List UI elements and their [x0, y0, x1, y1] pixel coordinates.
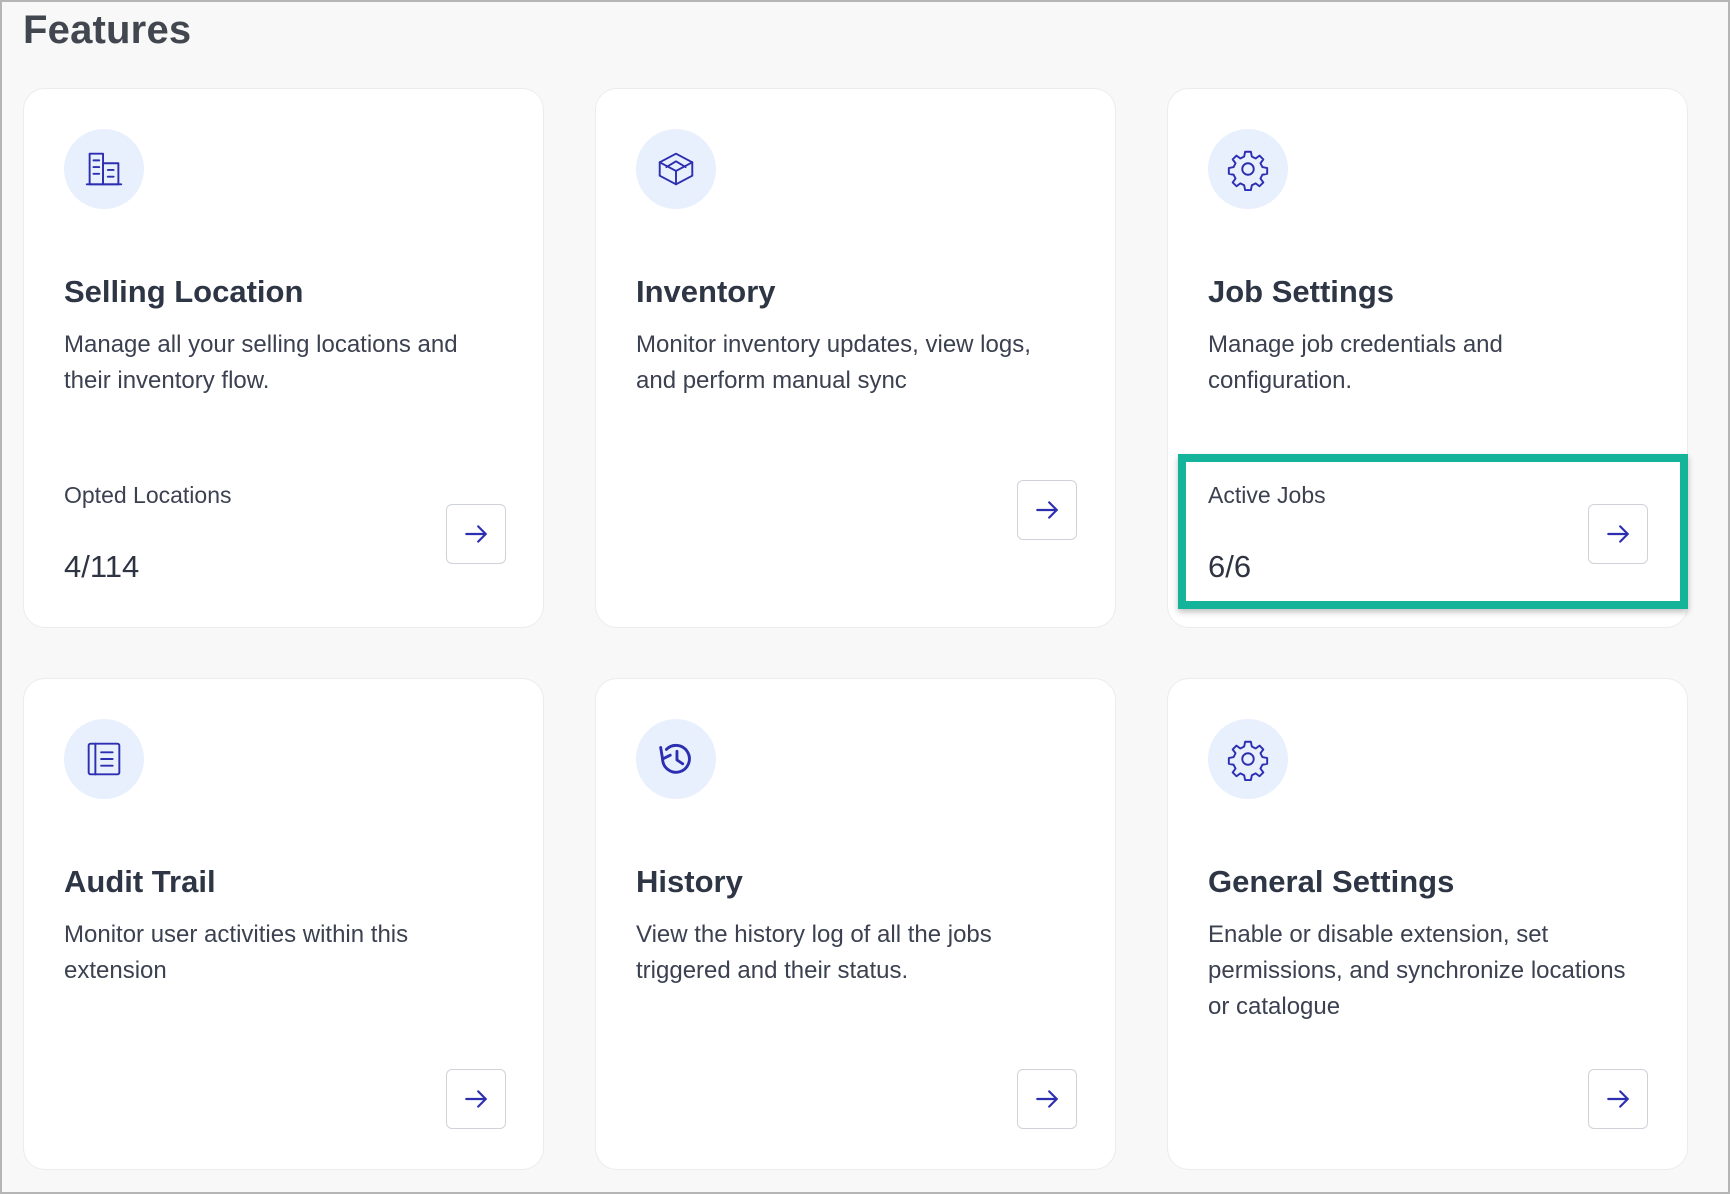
card-selling-location: Selling Location Manage all your selling…	[23, 88, 544, 628]
cube-icon	[636, 129, 716, 209]
card-description: Monitor inventory updates, view logs, an…	[636, 331, 1031, 394]
notebook-icon	[64, 719, 144, 799]
open-job-settings-button[interactable]	[1588, 504, 1648, 564]
card-job-settings: Job Settings Manage job credentials and …	[1167, 88, 1688, 628]
page-title: Features	[23, 8, 192, 52]
arrow-right-icon	[465, 1090, 487, 1108]
arrow-right-icon	[1036, 1090, 1058, 1108]
arrow-right-icon	[1607, 1090, 1629, 1108]
card-description: Manage job credentials and configuration…	[1208, 331, 1503, 394]
open-general-settings-button[interactable]	[1588, 1069, 1648, 1129]
gear-icon	[1208, 129, 1288, 209]
gear-icon	[1208, 719, 1288, 799]
stat-label: Opted Locations	[64, 482, 232, 508]
card-history: History View the history log of all the …	[595, 678, 1116, 1170]
card-title: Selling Location	[64, 274, 304, 309]
arrow-right-icon	[465, 525, 487, 543]
card-description: Enable or disable extension, set permiss…	[1208, 921, 1626, 1020]
card-title: Inventory	[636, 274, 776, 309]
card-title: General Settings	[1208, 864, 1455, 899]
card-title: Job Settings	[1208, 274, 1395, 309]
open-selling-location-button[interactable]	[446, 504, 506, 564]
card-description: View the history log of all the jobs tri…	[636, 921, 992, 984]
card-title: Audit Trail	[64, 864, 216, 899]
history-icon	[636, 719, 716, 799]
open-inventory-button[interactable]	[1017, 480, 1077, 540]
card-inventory: Inventory Monitor inventory updates, vie…	[595, 88, 1116, 628]
stat-value: 4/114	[64, 549, 140, 584]
arrow-right-icon	[1607, 525, 1629, 543]
card-description: Manage all your selling locations and th…	[64, 331, 458, 394]
card-general-settings: General Settings Enable or disable exten…	[1167, 678, 1688, 1170]
card-audit-trail: Audit Trail Monitor user activities with…	[23, 678, 544, 1170]
arrow-right-icon	[1036, 501, 1058, 519]
open-audit-trail-button[interactable]	[446, 1069, 506, 1129]
card-title: History	[636, 864, 743, 899]
stat-label: Active Jobs	[1208, 482, 1326, 508]
open-history-button[interactable]	[1017, 1069, 1077, 1129]
stat-value: 6/6	[1208, 549, 1252, 584]
card-description: Monitor user activities within this exte…	[64, 921, 409, 984]
building-icon	[64, 129, 144, 209]
